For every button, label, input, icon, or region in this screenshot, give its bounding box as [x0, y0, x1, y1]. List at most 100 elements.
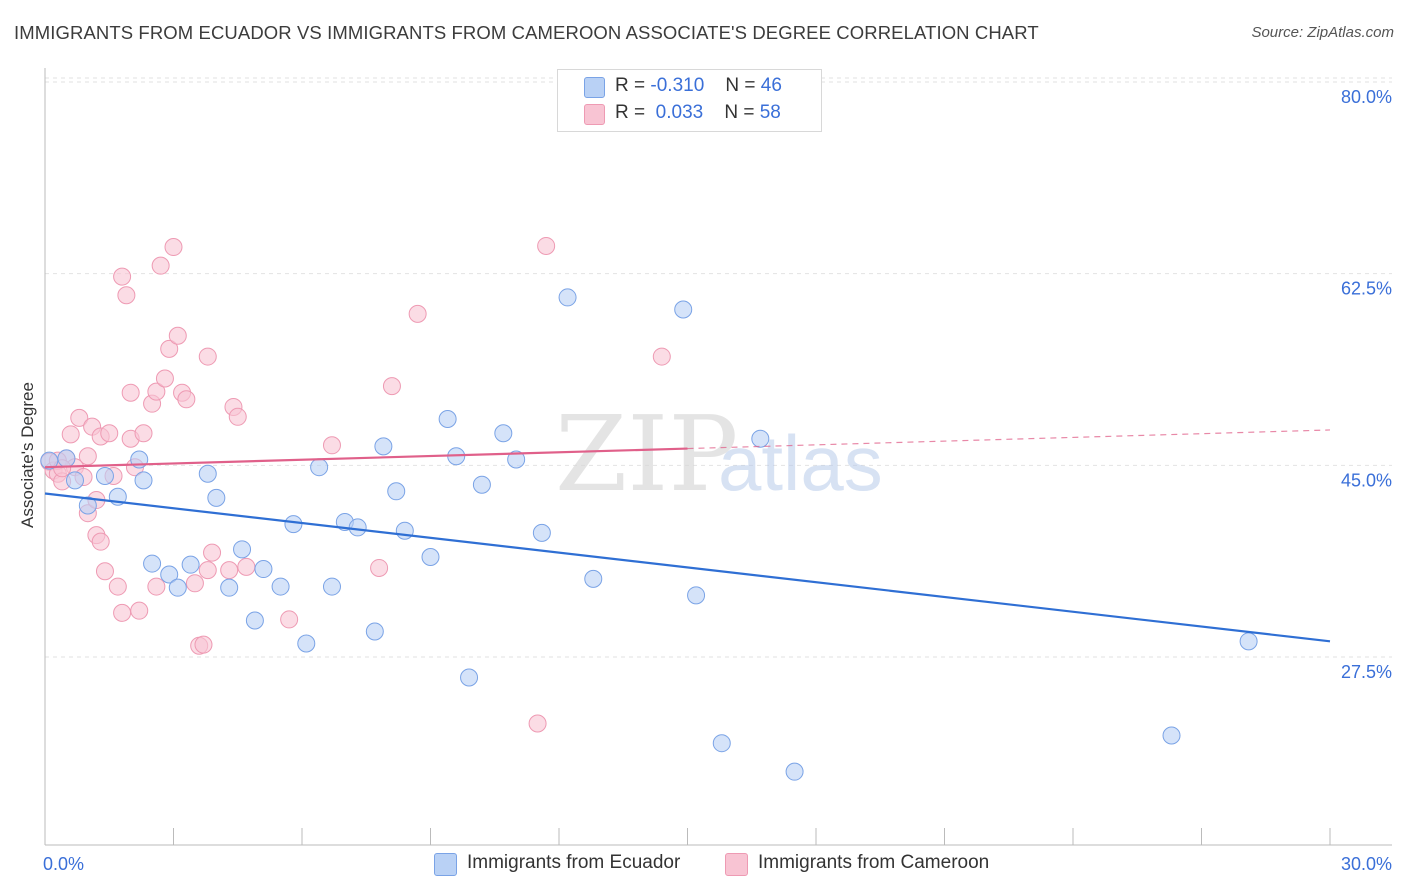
y-tick-label: 27.5% — [1341, 662, 1392, 682]
ecuador-point — [387, 482, 406, 501]
cameroon-point — [382, 377, 401, 396]
cameroon-point — [130, 601, 149, 620]
cameroon-point — [134, 424, 153, 443]
ecuador-point — [65, 471, 84, 490]
cameroon-point — [177, 390, 196, 409]
cameroon-point — [121, 383, 140, 402]
cameroon-point — [160, 339, 179, 358]
ecuador-point — [507, 450, 526, 469]
r-value: 0.033 — [655, 102, 704, 123]
ecuador-points — [40, 288, 1258, 781]
cameroon-point — [194, 635, 213, 654]
ecuador-point — [785, 762, 804, 781]
cameroon-point — [108, 577, 127, 596]
cameroon-point — [95, 562, 114, 581]
cameroon-point — [370, 558, 389, 577]
y-tick-label: 80.0% — [1341, 87, 1392, 107]
n-label: N = — [724, 102, 755, 123]
source-label: Source: ZipAtlas.com — [1251, 24, 1394, 41]
ecuador-point — [751, 429, 770, 448]
ecuador-point — [1239, 632, 1258, 651]
n-value: 58 — [759, 102, 781, 123]
correlation-legend: R = -0.310 N = 46 R = 0.033 N = 58 — [557, 69, 822, 132]
cameroon-point — [408, 304, 427, 323]
cameroon-point — [91, 532, 110, 551]
cameroon-point — [237, 557, 256, 576]
cameroon-point — [117, 286, 136, 305]
ecuador-point — [160, 565, 179, 584]
ecuador-point — [181, 555, 200, 574]
r-label: R = — [615, 102, 646, 123]
x-tick-label: 0.0% — [43, 854, 84, 874]
ecuador-point — [365, 622, 384, 641]
cameroon-point — [155, 369, 174, 388]
cameroon-point — [147, 382, 166, 401]
ecuador-trend-line — [44, 492, 1331, 643]
ecuador-point — [472, 475, 491, 494]
cameroon-point — [113, 267, 132, 286]
ecuador-point — [143, 554, 162, 573]
n-label: N = — [725, 75, 756, 96]
cameroon-point — [198, 561, 217, 580]
cameroon-legend-swatch — [725, 853, 748, 876]
cameroon-point — [322, 436, 341, 455]
cameroon-trend-extension — [687, 429, 1331, 450]
ecuador-legend-swatch — [434, 853, 457, 876]
watermark-zip: ZIP — [555, 393, 738, 515]
cameroon-point — [652, 347, 671, 366]
ecuador-point — [297, 634, 316, 653]
cameroon-point — [528, 714, 547, 733]
ecuador-point — [310, 458, 329, 477]
cameroon-point — [203, 543, 222, 562]
cameroon-point — [228, 407, 247, 426]
cameroon-swatch — [584, 104, 605, 125]
ecuador-point — [1162, 726, 1181, 745]
ecuador-point — [220, 578, 239, 597]
ecuador-point — [78, 496, 97, 515]
ecuador-point — [584, 569, 603, 588]
ecuador-point — [57, 449, 76, 468]
cameroon-point — [198, 347, 217, 366]
ecuador-point — [284, 515, 303, 534]
y-axis-label: Associate's Degree — [18, 382, 37, 528]
ecuador-swatch — [584, 77, 605, 98]
cameroon-trend-line — [44, 447, 688, 469]
ecuador-point — [245, 611, 264, 630]
ecuador-point — [271, 577, 290, 596]
ecuador-point — [322, 577, 341, 596]
watermark-atlas: atlas — [718, 419, 883, 507]
cameroon-point — [537, 236, 556, 255]
cameroon-point — [164, 238, 183, 257]
ecuador-point — [421, 548, 440, 566]
ecuador-point — [254, 560, 273, 579]
ecuador-point — [134, 471, 153, 490]
ecuador-point — [233, 540, 252, 559]
ecuador-point — [532, 523, 551, 542]
y-tick-label: 45.0% — [1341, 470, 1392, 490]
ecuador-point — [374, 437, 393, 456]
r-value: -0.310 — [650, 75, 705, 96]
ecuador-point — [207, 488, 226, 507]
cameroon-point — [280, 610, 299, 629]
ecuador-point — [198, 464, 217, 483]
ecuador-point — [558, 288, 577, 307]
ecuador-point — [494, 424, 513, 443]
ecuador-point — [95, 466, 114, 485]
cameroon-point — [185, 574, 204, 593]
r-label: R = — [615, 75, 646, 96]
ecuador-point — [712, 734, 731, 753]
ecuador-point — [674, 300, 693, 319]
cameroon-point — [113, 603, 132, 622]
ecuador-point — [168, 578, 187, 597]
y-tick-label: 62.5% — [1341, 279, 1392, 299]
ecuador-point — [438, 410, 457, 428]
cameroon-point — [70, 408, 89, 427]
n-value: 46 — [760, 75, 782, 96]
cameroon-point — [151, 256, 170, 275]
trend-lines — [44, 429, 1331, 643]
chart-title: IMMIGRANTS FROM ECUADOR VS IMMIGRANTS FR… — [14, 22, 1039, 43]
ecuador-point — [348, 518, 367, 537]
cameroon-point — [61, 425, 80, 444]
cameroon-point — [78, 447, 97, 466]
